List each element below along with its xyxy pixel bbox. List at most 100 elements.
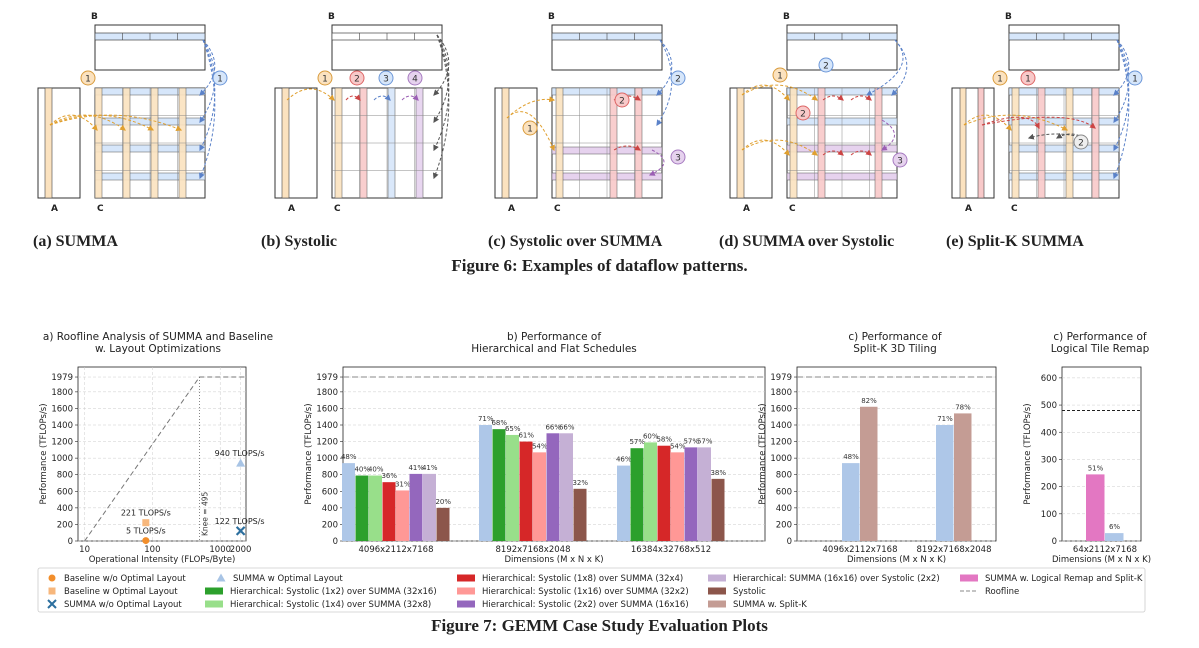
chart-hierarchical-bar <box>479 425 492 541</box>
chart-hierarchical-bar-label: 57% <box>683 437 699 445</box>
chart-hierarchical-bar-label: 66% <box>545 423 561 431</box>
roofline-xtick: 10 <box>79 545 90 555</box>
step-badge-2-3 <box>670 149 686 165</box>
step-badge-1-1 <box>349 70 365 86</box>
roofline-point-3 <box>236 458 246 467</box>
figure7-caption: Figure 7: GEMM Case Study Evaluation Plo… <box>431 616 768 635</box>
figure7-charts: a) Roofline Analysis of SUMMA and Baseli… <box>37 331 1151 613</box>
label-a-0: A <box>51 204 58 214</box>
chart-hierarchical-ytick: 600 <box>322 487 338 497</box>
step-badge-1-2 <box>378 70 394 86</box>
roofline-xlabel: Operational Intensity (FLOPs/Byte) <box>89 555 236 565</box>
chart-hierarchical-bar <box>711 478 725 541</box>
chart-remap-xlabel: Dimensions (M x N x K) <box>1052 555 1151 565</box>
roofline-ytick: 0 <box>68 537 73 547</box>
legend-swatch-3 <box>216 573 226 582</box>
legend-label-11: SUMMA w. Split-K <box>733 600 807 610</box>
step-badge-text-3-1: 2 <box>823 62 829 72</box>
chart-title-line: Split-K 3D Tiling <box>853 343 937 355</box>
chart-remap-bar-label: 6% <box>1109 523 1120 531</box>
chart-hierarchical-bar <box>369 475 382 541</box>
legend-swatch-6 <box>457 574 475 582</box>
chart-hierarchical-bar <box>382 482 396 541</box>
step-badge-0-1 <box>212 70 228 86</box>
chart-remap-ytick: 300 <box>1041 455 1057 465</box>
chart-splitk-bar <box>936 425 954 541</box>
step-badge-3-3 <box>892 152 908 168</box>
matrix-b-0 <box>94 24 206 71</box>
step-badge-3-1 <box>818 57 834 73</box>
chart-splitk-ytick: 400 <box>776 504 792 514</box>
chart-roofline: a) Roofline Analysis of SUMMA and Baseli… <box>39 331 273 565</box>
label-a-2: A <box>508 204 515 214</box>
chart-hierarchical-ytick: 1000 <box>316 454 338 464</box>
chart-hierarchical-bar <box>533 452 546 541</box>
chart-hierarchical-bar <box>617 465 630 541</box>
figure6-label-b: (b) Systolic <box>261 233 337 250</box>
label-c-1: C <box>334 204 341 214</box>
legend-swatch-8 <box>457 600 475 608</box>
legend-swatch-7 <box>457 587 475 595</box>
figure6-panel-2: B A C 1 2 2 3 <box>494 12 686 214</box>
step-badge-text-1-1: 2 <box>354 75 360 85</box>
matrix-b-1 <box>331 24 443 71</box>
chart-hierarchical-bar-label: 58% <box>656 436 672 444</box>
step-badge-1-0 <box>317 70 333 86</box>
chart-title-line: b) Performance of <box>507 331 601 343</box>
figure6-arrows-0 <box>49 39 216 180</box>
chart-hierarchical-ytick: 400 <box>322 504 338 514</box>
figure6-panel-0: B A C 1 1 <box>37 12 228 214</box>
legend-label-8: Hierarchical: Systolic (2x2) over SUMMA … <box>482 600 689 610</box>
label-c-3: C <box>789 204 796 214</box>
chart-hierarchical-ytick: 1600 <box>316 404 338 414</box>
matrix-a-0 <box>37 87 81 199</box>
chart-hierarchical-bar <box>409 473 423 541</box>
step-badge-4-3 <box>1073 134 1089 150</box>
label-a-3: A <box>743 204 750 214</box>
roofline-ytick: 200 <box>57 520 73 530</box>
step-badge-text-2-3: 3 <box>675 154 681 164</box>
roofline-ytick: 1400 <box>51 421 73 431</box>
chart-splitk-ytick: 1000 <box>770 454 792 464</box>
roofline-ytick: 1000 <box>51 454 73 464</box>
step-badge-text-0-0: 1 <box>85 75 91 85</box>
chart-hierarchical-bar-label: 68% <box>491 419 507 427</box>
step-badge-3-2 <box>795 105 811 121</box>
chart-hierarchical-bar <box>492 429 506 541</box>
label-c-2: C <box>554 204 561 214</box>
chart-hierarchical-bar-label: 41% <box>422 464 438 472</box>
matrix-b-4 <box>1008 24 1120 71</box>
chart-splitk-ylabel: Performance (TFLOPs/s) <box>758 403 768 504</box>
chart-hierarchical-bar-label: 48% <box>341 453 357 461</box>
chart-title-line: Hierarchical and Flat Schedules <box>471 343 637 355</box>
chart-hierarchical-xlabel: Dimensions (M x N x K) <box>504 555 603 565</box>
chart-remap-ytick: 100 <box>1041 510 1057 520</box>
chart-splitk-bar-label: 71% <box>937 415 953 423</box>
roofline-ytick: 1200 <box>51 438 73 448</box>
label-a-1: A <box>288 204 295 214</box>
roofline-xtick: 100 <box>144 545 160 555</box>
figure6-panel-1: B A C 1 2 3 4 <box>274 12 450 214</box>
figure6-panel-3: B A C 1 2 2 3 <box>729 12 908 214</box>
chart-splitk-bar-label: 82% <box>861 397 877 405</box>
chart-remap-ylabel: Performance (TFLOPs/s) <box>1023 403 1033 504</box>
step-badge-text-1-3: 4 <box>412 75 418 85</box>
chart-splitk-ytick: 200 <box>776 520 792 530</box>
chart-splitk-ytick: 1979 <box>770 373 792 383</box>
figure6-arrows-1 <box>286 34 450 180</box>
legend-label-6: Hierarchical: Systolic (1x8) over SUMMA … <box>482 574 683 584</box>
step-badge-1-3 <box>407 70 423 86</box>
chart-hierarchical-bar <box>698 447 711 541</box>
figure6-panel-4: B A C 1 1 1 2 <box>951 12 1143 214</box>
chart-hierarchical-bar-label: 20% <box>435 498 451 506</box>
matrix-b-2 <box>551 24 663 71</box>
chart-hierarchical-bar-label: 54% <box>670 442 686 450</box>
chart-hierarchical-bar <box>560 433 573 541</box>
label-b-2: B <box>548 12 555 22</box>
roofline-ytick: 1979 <box>51 373 73 383</box>
step-badge-text-3-0: 1 <box>777 72 783 82</box>
step-badge-text-4-1: 1 <box>1025 75 1031 85</box>
chart-hierarchical-bar-label: 40% <box>354 466 370 474</box>
chart-hierarchical-ytick: 800 <box>322 471 338 481</box>
